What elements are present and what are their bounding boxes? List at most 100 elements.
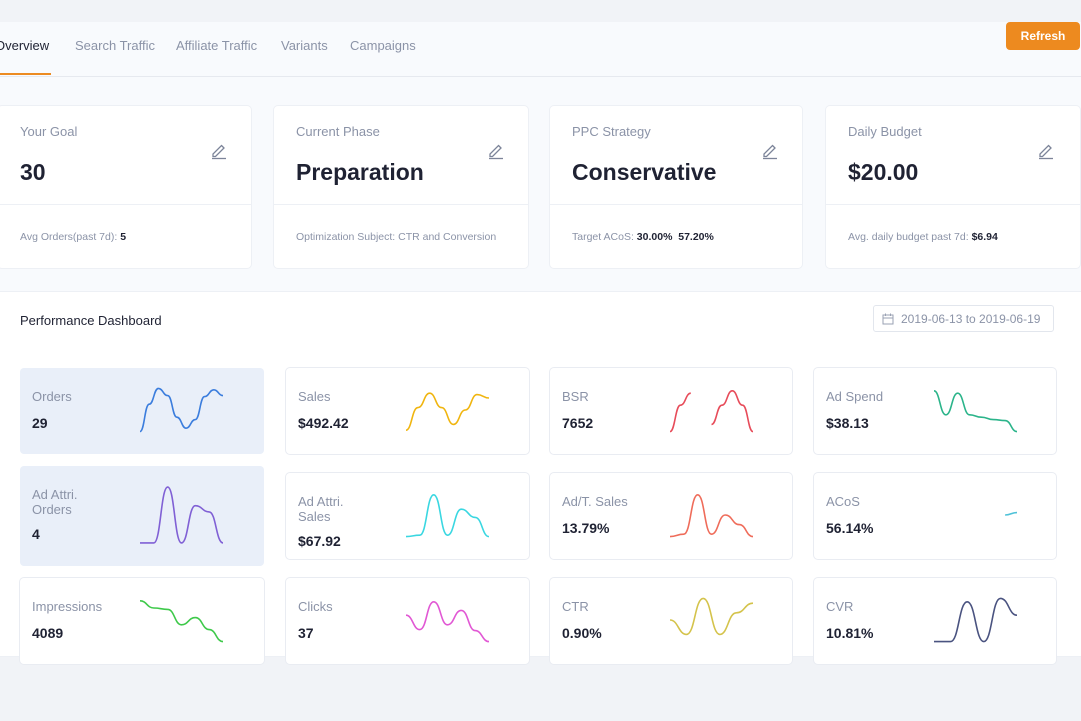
edit-budget-icon[interactable]	[1036, 140, 1056, 160]
metric-value: 4	[32, 526, 40, 542]
calendar-icon	[882, 313, 894, 325]
refresh-button[interactable]: Refresh	[1006, 22, 1080, 50]
metric-tile-ad-attri-sales[interactable]: Ad Attri. Sales $67.92	[286, 473, 529, 559]
sparkline-path	[405, 392, 490, 431]
metric-name: Ad Attri. Sales	[298, 494, 344, 524]
metric-sparkline	[669, 597, 754, 636]
goal-value: 30	[20, 159, 46, 185]
avg-budget-value: $6.94	[971, 231, 998, 243]
metric-value: 37	[298, 625, 314, 641]
sparkline-path	[405, 600, 490, 643]
metric-tile-sales[interactable]: Sales $492.42	[286, 368, 529, 454]
metric-sparkline	[405, 493, 490, 538]
metric-value: $492.42	[298, 415, 349, 431]
metric-value: 7652	[562, 415, 594, 431]
budget-value: $20.00	[848, 159, 919, 185]
tab-search-traffic[interactable]: Search Traffic	[75, 38, 155, 53]
metric-sparkline	[405, 392, 490, 431]
performance-dashboard: Performance Dashboard 2019-06-13 to 2019…	[0, 292, 1081, 664]
metric-name: Impressions	[32, 599, 103, 614]
goal-card: Your Goal 30 Avg Orders(past 7d): 5	[0, 106, 251, 268]
ppc-label: PPC Strategy	[572, 124, 651, 139]
metric-sparkline	[139, 387, 224, 433]
budget-footer: Avg. daily budget past 7d: $6.94	[848, 231, 998, 243]
metric-value: 56.14%	[826, 520, 874, 536]
phase-footer: Optimization Subject: CTR and Conversion	[296, 231, 497, 243]
metric-tile-clicks[interactable]: Clicks 37	[286, 578, 529, 664]
tab-affiliate-traffic[interactable]: Affiliate Traffic	[176, 38, 258, 53]
ppc-value: Conservative	[572, 159, 717, 185]
sparkline-path	[711, 389, 754, 433]
metric-sparkline	[933, 390, 1018, 433]
metric-sparkline	[405, 600, 490, 643]
card-divider	[550, 204, 802, 205]
metric-sparkline	[933, 597, 1018, 643]
goal-footer: Avg Orders(past 7d): 5	[20, 231, 127, 243]
metric-sparkline	[669, 493, 754, 538]
active-tab-indicator	[0, 73, 51, 75]
dashboard-title: Performance Dashboard	[20, 313, 162, 328]
metric-tile-impressions[interactable]: Impressions 4089	[20, 578, 264, 664]
edit-ppc-icon[interactable]	[760, 140, 780, 160]
sparkline-path	[1005, 511, 1018, 516]
metric-name: CTR	[562, 599, 589, 614]
sparkline-path	[669, 597, 754, 636]
metric-tile-bsr[interactable]: BSR 7652	[550, 368, 792, 454]
sparkline-path	[933, 597, 1018, 643]
metric-name: Ad Spend	[826, 389, 884, 404]
tab-variants[interactable]: Variants	[281, 38, 328, 53]
metric-name: BSR	[562, 389, 589, 404]
phase-label: Current Phase	[296, 124, 380, 139]
edit-goal-icon[interactable]	[209, 140, 229, 160]
phase-card: Current Phase Preparation Optimization S…	[274, 106, 528, 268]
main-panel: Overview Search Traffic Affiliate Traffi…	[0, 22, 1081, 664]
metric-tile-ad-t-sales[interactable]: Ad/T. Sales 13.79%	[550, 473, 792, 559]
metric-value: $67.92	[298, 533, 341, 549]
metric-name: Clicks	[298, 599, 333, 614]
metric-value: 0.90%	[562, 625, 602, 641]
metric-sparkline	[669, 389, 754, 433]
metric-value: 10.81%	[826, 625, 874, 641]
metric-tile-acos[interactable]: ACoS 56.14%	[814, 473, 1056, 559]
metric-tile-cvr[interactable]: CVR 10.81%	[814, 578, 1056, 664]
ppc-strategy-card: PPC Strategy Conservative Target ACoS: 3…	[550, 106, 802, 268]
tab-bar: Overview Search Traffic Affiliate Traffi…	[0, 22, 1081, 77]
date-range-text: 2019-06-13 to 2019-06-19	[901, 312, 1041, 326]
target-acos-value: 30.00% 57.20%	[636, 231, 714, 243]
metric-value: $38.13	[826, 415, 869, 431]
tab-overview[interactable]: Overview	[0, 38, 50, 53]
card-divider	[826, 204, 1080, 205]
sparkline-path	[405, 493, 490, 538]
metric-tile-ctr[interactable]: CTR 0.90%	[550, 578, 792, 664]
sparkline-path	[139, 600, 224, 643]
daily-budget-card: Daily Budget $20.00 Avg. daily budget pa…	[826, 106, 1080, 268]
goal-label: Your Goal	[20, 124, 78, 139]
metric-name: Ad/T. Sales	[562, 494, 628, 509]
avg-orders-value: 5	[120, 231, 127, 243]
metric-value: 29	[32, 415, 48, 431]
metric-name: CVR	[826, 599, 854, 614]
metric-name: ACoS	[826, 494, 860, 509]
phase-value: Preparation	[296, 159, 424, 185]
metric-sparkline	[140, 486, 224, 544]
sparkline-path	[669, 392, 692, 433]
metric-name: Sales	[298, 389, 331, 404]
sparkline-path	[669, 493, 754, 538]
budget-label: Daily Budget	[848, 124, 922, 139]
ppc-footer: Target ACoS: 30.00% 57.20%	[572, 231, 714, 243]
metric-sparkline	[139, 600, 224, 643]
card-divider	[274, 204, 528, 205]
edit-phase-icon[interactable]	[486, 140, 506, 160]
card-divider	[0, 204, 251, 205]
metric-tile-ad-spend[interactable]: Ad Spend $38.13	[814, 368, 1056, 454]
metric-tile-orders[interactable]: Orders 29	[20, 368, 264, 454]
metric-tile-ad-attri-orders[interactable]: Ad Attri. Orders 4	[20, 466, 264, 566]
metric-sparkline	[1005, 511, 1018, 516]
sparkline-path	[139, 387, 224, 433]
metric-value: 13.79%	[562, 520, 610, 536]
sparkline-path	[140, 486, 224, 544]
metric-name: Orders	[32, 389, 72, 404]
metric-name: Ad Attri. Orders	[32, 487, 78, 517]
tab-campaigns[interactable]: Campaigns	[350, 38, 416, 53]
date-range-picker[interactable]: 2019-06-13 to 2019-06-19	[873, 305, 1054, 332]
